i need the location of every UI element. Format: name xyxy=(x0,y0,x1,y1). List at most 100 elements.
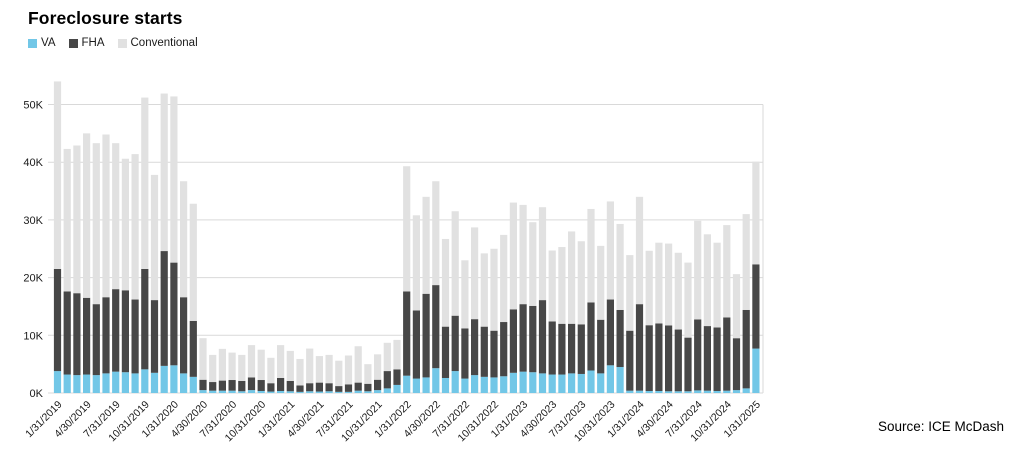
bar-segment-conventional xyxy=(150,174,159,301)
bar-segment-va xyxy=(441,378,450,393)
bar-segment-fha xyxy=(480,326,488,377)
bar-segment-conventional xyxy=(742,214,750,310)
bar-segment-conventional xyxy=(490,248,498,331)
bar-segment-fha xyxy=(150,300,159,373)
bar-segment-conventional xyxy=(626,255,634,331)
bar-segment-va xyxy=(732,390,741,393)
bar-segment-conventional xyxy=(53,81,62,269)
bar-segment-va xyxy=(432,368,440,393)
bar-segment-conventional xyxy=(665,243,673,326)
chart-legend: VA FHA Conventional xyxy=(28,37,198,49)
bar-segment-conventional xyxy=(606,201,614,300)
bar-segment-va xyxy=(684,391,692,393)
bar-segment-fha xyxy=(160,251,168,366)
bar-segment-conventional xyxy=(306,348,314,384)
bar-segment-conventional xyxy=(209,354,217,383)
bar-segment-va xyxy=(471,375,479,393)
bar-segment-va xyxy=(141,369,149,393)
bar-segment-conventional xyxy=(267,357,275,384)
bar-segment-conventional xyxy=(752,161,760,265)
bar-segment-conventional xyxy=(92,143,100,305)
y-axis-tick-label: 50K xyxy=(23,100,43,112)
bar-segment-va xyxy=(713,390,721,393)
bar-segment-fha xyxy=(92,304,100,376)
bar-segment-fha xyxy=(131,299,139,374)
bar-segment-conventional xyxy=(616,223,624,310)
bar-segment-fha xyxy=(665,325,673,392)
bar-segment-va xyxy=(422,377,430,393)
bar-segment-va xyxy=(325,391,333,393)
bar-segment-fha xyxy=(752,264,760,349)
bar-segment-fha xyxy=(713,327,721,391)
bar-segment-va xyxy=(480,376,488,393)
bar-segment-fha xyxy=(529,305,537,373)
bar-segment-va xyxy=(519,371,527,393)
bar-segment-conventional xyxy=(558,247,566,324)
bar-segment-fha xyxy=(209,382,217,391)
bar-segment-va xyxy=(529,372,537,393)
bar-segment-va xyxy=(538,373,547,393)
bar-segment-fha xyxy=(335,386,343,392)
bar-segment-fha xyxy=(53,268,62,372)
bar-segment-conventional xyxy=(228,352,236,381)
bar-segment-va xyxy=(626,390,634,393)
bar-segment-fha xyxy=(451,315,459,372)
bar-segment-conventional xyxy=(63,148,71,292)
bar-segment-fha xyxy=(742,309,750,389)
bar-segment-fha xyxy=(577,324,585,374)
bar-segment-fha xyxy=(616,309,624,368)
bar-segment-conventional xyxy=(451,211,459,316)
bar-segment-fha xyxy=(325,383,333,392)
bar-segment-fha xyxy=(218,380,226,391)
bar-segment-va xyxy=(170,365,178,393)
bar-segment-fha xyxy=(238,380,246,392)
bar-segment-conventional xyxy=(121,158,129,291)
bar-segment-conventional xyxy=(344,355,353,385)
bar-segment-conventional xyxy=(218,348,226,381)
bar-segment-va xyxy=(403,375,411,393)
bar-segment-va xyxy=(461,378,469,393)
bar-segment-fha xyxy=(403,291,411,376)
bar-segment-conventional xyxy=(635,196,644,305)
bar-segment-fha xyxy=(422,293,430,378)
bar-segment-va xyxy=(665,391,673,393)
bar-segment-fha xyxy=(383,371,391,389)
bar-segment-fha xyxy=(63,291,71,375)
bar-segment-conventional xyxy=(315,356,323,383)
bar-segment-conventional xyxy=(422,196,430,294)
bar-segment-va xyxy=(606,365,614,393)
bar-segment-fha xyxy=(635,304,644,391)
bar-segment-va xyxy=(306,391,314,393)
bar-segment-va xyxy=(209,390,217,393)
bar-segment-conventional xyxy=(597,245,605,320)
bar-segment-va xyxy=(296,391,304,393)
bar-segment-conventional xyxy=(723,225,731,318)
legend-label-va: VA xyxy=(41,37,56,49)
bar-segment-va xyxy=(228,390,236,393)
bar-segment-va xyxy=(277,390,285,393)
bar-segment-conventional xyxy=(529,222,537,306)
bar-segment-conventional xyxy=(538,207,547,301)
bar-segment-va xyxy=(383,388,391,393)
bar-segment-fha xyxy=(257,380,265,391)
bar-segment-va xyxy=(180,373,188,393)
bar-segment-va xyxy=(247,390,256,393)
bar-segment-fha xyxy=(267,383,275,392)
bar-segment-conventional xyxy=(383,342,391,372)
legend-label-conventional: Conventional xyxy=(130,37,198,49)
bar-segment-conventional xyxy=(160,93,168,252)
bar-segment-va xyxy=(703,390,711,393)
bar-segment-fha xyxy=(684,337,692,392)
bar-segment-va xyxy=(354,390,362,393)
bar-segment-fha xyxy=(412,310,420,379)
bar-segment-va xyxy=(568,373,576,393)
source-attribution: Source: ICE McDash xyxy=(877,419,1004,434)
bar-segment-va xyxy=(500,376,508,393)
bar-segment-fha xyxy=(655,323,663,391)
bar-segment-fha xyxy=(558,323,566,375)
bar-segment-va xyxy=(160,365,168,393)
bar-segment-fha xyxy=(199,379,207,391)
bar-segment-conventional xyxy=(587,208,595,303)
bar-segment-fha xyxy=(538,300,547,374)
bar-segment-fha xyxy=(247,377,256,391)
